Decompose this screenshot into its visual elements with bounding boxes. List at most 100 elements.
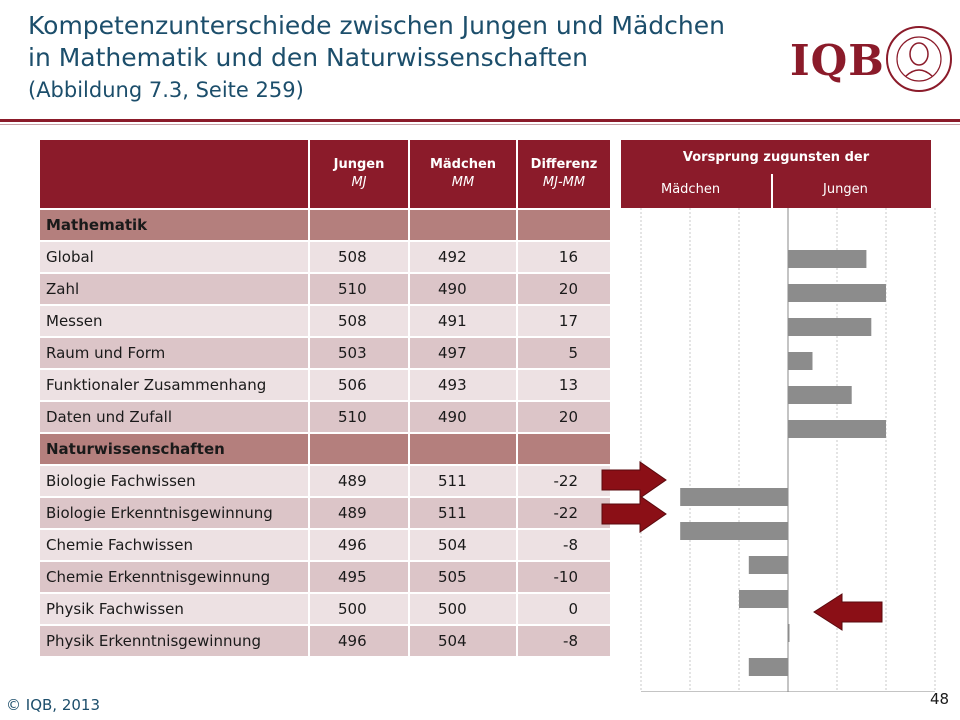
section-row: Mathematik	[40, 209, 612, 242]
differenz-value	[517, 209, 612, 242]
maedchen-value: 491	[409, 305, 518, 338]
slide-title: Kompetenzunterschiede zwischen Jungen un…	[28, 10, 768, 106]
row-label: Messen	[40, 305, 310, 338]
header-maedchen-symbol: MM	[451, 175, 475, 190]
arrow-left-icon	[813, 593, 883, 631]
copyright: © IQB, 2013	[6, 696, 100, 714]
jungen-value: 495	[309, 561, 410, 594]
row-label: Biologie Erkenntnisgewinnung	[40, 497, 310, 530]
row-label: Biologie Fachwissen	[40, 465, 310, 498]
row-label: Chemie Fachwissen	[40, 529, 310, 562]
jungen-value: 496	[309, 625, 410, 658]
differenz-value: -10	[517, 561, 612, 594]
chart-header: Vorsprung zugunsten der Mädchen Jungen	[621, 140, 931, 208]
table-row: Messen 508 491 17	[40, 305, 612, 338]
iqb-logo: IQB	[790, 36, 885, 85]
jungen-value: 503	[309, 337, 410, 370]
jungen-value: 489	[309, 465, 410, 498]
bar	[788, 624, 790, 642]
header-rule	[0, 119, 960, 122]
page-number: 48	[930, 690, 950, 708]
header-maedchen-label: Mädchen	[429, 157, 497, 172]
differenz-value: 20	[517, 273, 612, 306]
maedchen-value: 500	[409, 593, 518, 626]
differenz-value: 20	[517, 401, 612, 434]
row-label: Zahl	[40, 273, 310, 306]
table-row: Chemie Fachwissen 496 504 -8	[40, 529, 612, 562]
maedchen-value: 490	[409, 401, 518, 434]
bar	[739, 590, 788, 608]
difference-bar-chart: -30-101030	[640, 208, 936, 692]
table-row: Global 508 492 16	[40, 241, 612, 274]
jungen-value	[309, 209, 410, 242]
chart-header-right: Jungen	[823, 182, 868, 197]
header-jungen: Jungen MJ	[309, 140, 410, 210]
table-row: Physik Fachwissen 500 500 0	[40, 593, 612, 626]
jungen-value: 496	[309, 529, 410, 562]
header-differenz-symbol: MJ-MM	[542, 175, 586, 190]
maedchen-value: 511	[409, 465, 518, 498]
header-jungen-label: Jungen	[333, 157, 385, 172]
maedchen-value	[409, 209, 518, 242]
differenz-value: 0	[517, 593, 612, 626]
table-row: Zahl 510 490 20	[40, 273, 612, 306]
jungen-value: 500	[309, 593, 410, 626]
differenz-value: -22	[517, 465, 612, 498]
maedchen-value: 505	[409, 561, 518, 594]
bar	[680, 522, 788, 540]
jungen-value: 489	[309, 497, 410, 530]
bar	[680, 488, 788, 506]
maedchen-value: 497	[409, 337, 518, 370]
row-label: Raum und Form	[40, 337, 310, 370]
jungen-value: 510	[309, 401, 410, 434]
bar	[788, 318, 872, 336]
chart-header-title: Vorsprung zugunsten der	[682, 150, 870, 165]
jungen-value: 510	[309, 273, 410, 306]
table-row: Physik Erkenntnisgewinnung 496 504 -8	[40, 625, 612, 658]
row-label: Funktionaler Zusammenhang	[40, 369, 310, 402]
table-row: Funktionaler Zusammenhang 506 493 13	[40, 369, 612, 402]
differenz-value: 17	[517, 305, 612, 338]
maedchen-value: 493	[409, 369, 518, 402]
title-line-1: Kompetenzunterschiede zwischen Jungen un…	[28, 11, 725, 40]
table-row: Biologie Fachwissen 489 511 -22	[40, 465, 612, 498]
chart-header-left: Mädchen	[661, 182, 721, 197]
maedchen-value: 492	[409, 241, 518, 274]
jungen-value: 508	[309, 305, 410, 338]
university-seal-icon	[886, 26, 952, 92]
bar	[788, 284, 886, 302]
row-label: Daten und Zufall	[40, 401, 310, 434]
table-row: Biologie Erkenntnisgewinnung 489 511 -22	[40, 497, 612, 530]
row-label: Global	[40, 241, 310, 274]
maedchen-value	[409, 433, 518, 466]
jungen-value: 508	[309, 241, 410, 274]
differenz-value: -8	[517, 625, 612, 658]
section-row: Naturwissenschaften	[40, 433, 612, 466]
jungen-value	[309, 433, 410, 466]
arrow-right-icon	[601, 461, 667, 499]
row-label: Physik Erkenntnisgewinnung	[40, 625, 310, 658]
table-row: Daten und Zufall 510 490 20	[40, 401, 612, 434]
bar	[788, 352, 813, 370]
differenz-value: 5	[517, 337, 612, 370]
row-label: Physik Fachwissen	[40, 593, 310, 626]
header-differenz: Differenz MJ-MM	[517, 140, 612, 210]
arrow-right-icon	[601, 495, 667, 533]
title-line-2: in Mathematik und den Naturwissenschafte…	[28, 43, 588, 72]
row-label: Naturwissenschaften	[40, 433, 310, 466]
chart-header-divider	[771, 174, 773, 208]
differenz-value	[517, 433, 612, 466]
maedchen-value: 490	[409, 273, 518, 306]
differenz-value: 16	[517, 241, 612, 274]
maedchen-value: 504	[409, 529, 518, 562]
differenz-value: -8	[517, 529, 612, 562]
table-row: Raum und Form 503 497 5	[40, 337, 612, 370]
title-line-3: (Abbildung 7.3, Seite 259)	[28, 78, 304, 102]
jungen-value: 506	[309, 369, 410, 402]
maedchen-value: 511	[409, 497, 518, 530]
bar	[788, 386, 852, 404]
header-differenz-label: Differenz	[530, 157, 598, 172]
differenz-value: -22	[517, 497, 612, 530]
header-label-cell	[40, 140, 310, 210]
table-row: Chemie Erkenntnisgewinnung 495 505 -10	[40, 561, 612, 594]
